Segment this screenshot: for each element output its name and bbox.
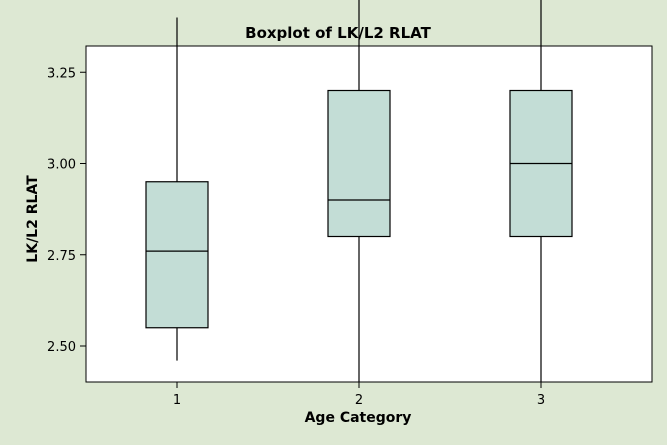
box-iqr — [145, 181, 209, 329]
y-tick-label: 3.25 — [47, 66, 76, 81]
y-tick-label: 2.50 — [47, 340, 76, 355]
x-tick-label: 2 — [355, 393, 363, 408]
y-tick-label: 3.00 — [47, 158, 76, 173]
chart-marks: 2.502.753.003.253.503.754.00123∗ — [47, 0, 573, 408]
box-iqr — [327, 89, 391, 238]
x-tick-label: 3 — [537, 393, 545, 408]
chart-title: Boxplot of LK/L2 RLAT — [245, 24, 431, 42]
y-tick-label: 2.75 — [47, 249, 76, 264]
x-tick-label: 1 — [173, 393, 181, 408]
y-axis-label: LK/L2 RLAT — [25, 175, 41, 263]
x-axis-label: Age Category — [305, 410, 412, 426]
